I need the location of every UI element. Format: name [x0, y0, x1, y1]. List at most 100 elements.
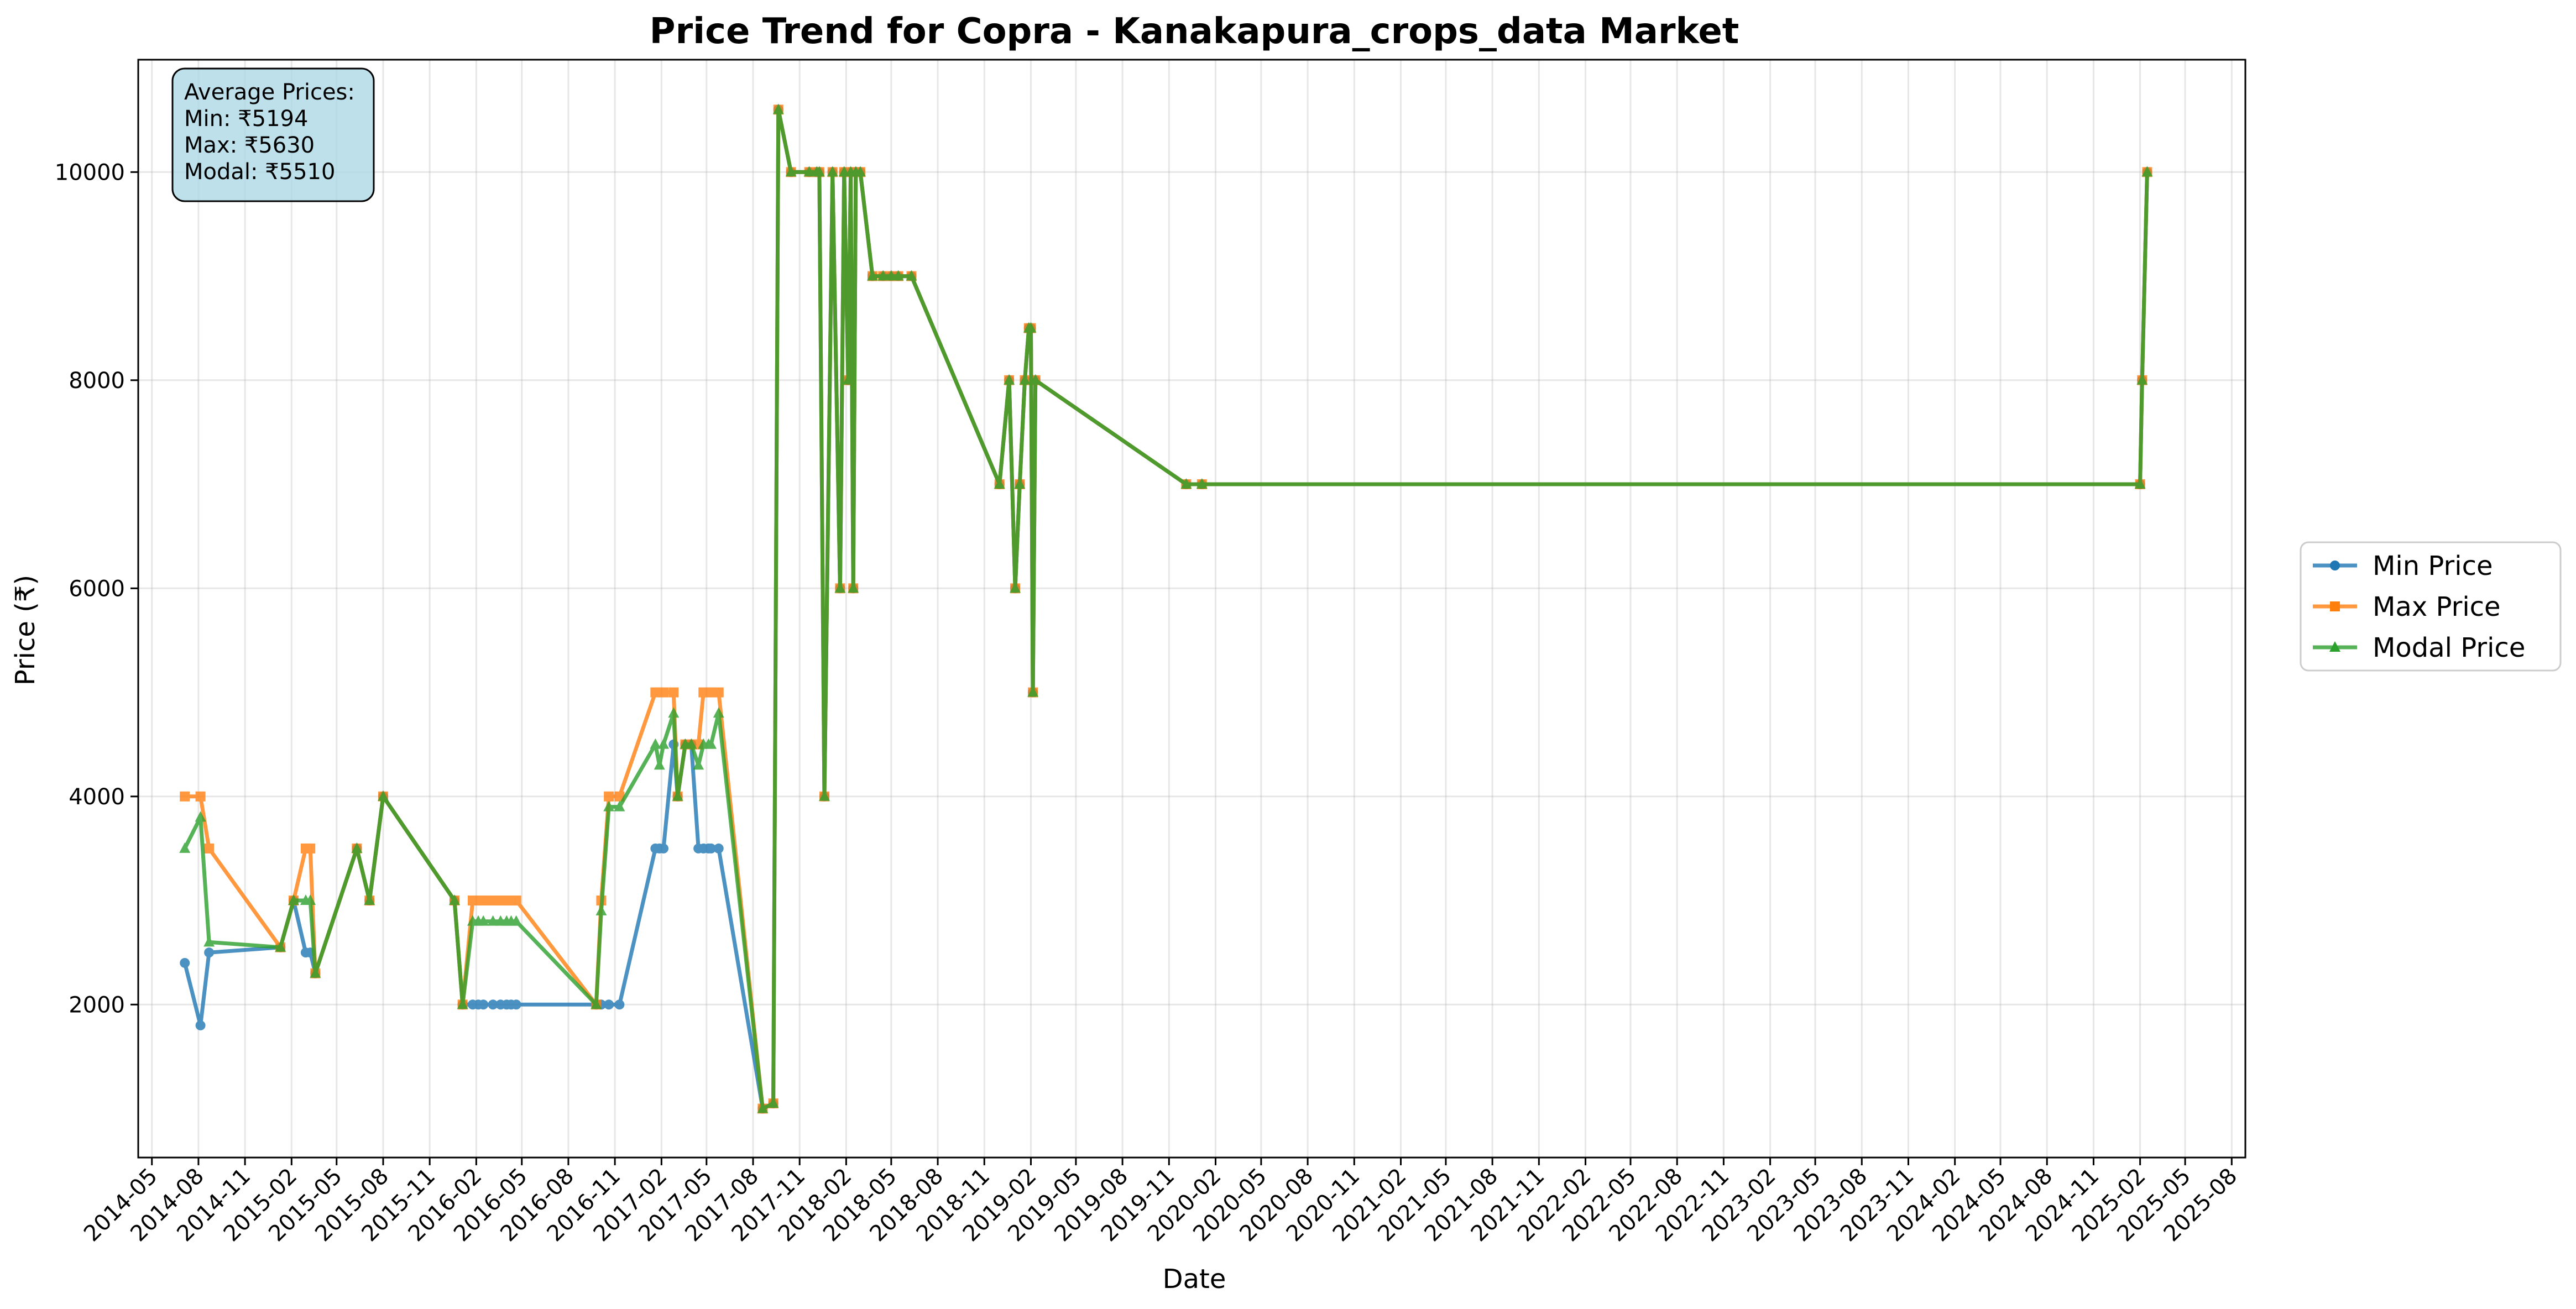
legend-label: Max Price — [2373, 591, 2501, 622]
data-point-modal-price — [668, 707, 680, 718]
data-point-min-price — [180, 957, 190, 968]
data-point-modal-price — [1004, 374, 1015, 385]
data-point-modal-price — [757, 1102, 769, 1113]
data-point-modal-price — [603, 800, 615, 811]
y-tick-label: 2000 — [69, 992, 125, 1018]
legend-entry-max-price: Max Price — [2313, 591, 2501, 622]
data-point-modal-price — [843, 374, 854, 385]
plot-frame — [137, 59, 2246, 1159]
data-point-modal-price — [305, 894, 316, 905]
data-point-max-price — [511, 896, 521, 906]
data-point-modal-price — [885, 270, 897, 281]
data-point-modal-price — [2136, 374, 2148, 385]
data-point-min-price — [478, 999, 489, 1010]
data-point-modal-price — [487, 915, 499, 926]
legend-marker — [2330, 601, 2340, 611]
data-point-max-price — [180, 791, 190, 802]
legend-entry-modal-price: Modal Price — [2313, 632, 2525, 663]
data-point-modal-price — [1014, 478, 1026, 489]
data-point-modal-price — [1027, 686, 1039, 697]
annotation-background — [171, 67, 375, 202]
data-point-modal-price — [834, 582, 846, 593]
legend-entry-min-price: Min Price — [2313, 551, 2493, 582]
data-point-max-price — [604, 791, 614, 802]
data-point-min-price — [659, 843, 669, 854]
data-point-modal-price — [693, 759, 704, 770]
data-point-modal-price — [1019, 374, 1031, 385]
data-point-modal-price — [351, 842, 363, 853]
data-point-modal-price — [510, 915, 522, 926]
data-point-min-price — [204, 947, 215, 958]
data-point-modal-price — [1030, 374, 1041, 385]
data-point-modal-price — [767, 1097, 779, 1108]
data-point-modal-price — [785, 166, 797, 177]
data-point-modal-price — [1025, 322, 1037, 333]
data-point-max-price — [478, 896, 489, 906]
data-point-min-price — [706, 843, 717, 854]
data-point-max-price — [305, 843, 316, 854]
data-point-modal-price — [449, 894, 461, 905]
data-point-modal-price — [892, 270, 904, 281]
data-point-modal-price — [658, 738, 670, 749]
data-point-modal-price — [377, 790, 389, 801]
data-point-modal-price — [906, 270, 917, 281]
series-modal-price — [179, 103, 2153, 1113]
data-point-modal-price — [650, 738, 661, 749]
data-point-modal-price — [827, 166, 838, 177]
data-point-modal-price — [478, 915, 489, 926]
data-point-modal-price — [1196, 478, 1208, 489]
data-point-modal-price — [2141, 166, 2153, 177]
series-line-modal-price — [183, 107, 2149, 1111]
data-point-modal-price — [288, 894, 299, 905]
annotation-line: Modal: ₹5510 — [184, 159, 335, 185]
data-point-modal-price — [848, 582, 859, 593]
data-point-modal-price — [772, 103, 784, 114]
data-point-max-price — [668, 687, 679, 698]
data-point-max-price — [488, 896, 498, 906]
y-tick-label: 10000 — [55, 160, 125, 185]
data-point-min-price — [195, 1020, 206, 1030]
data-point-min-price — [614, 999, 625, 1010]
data-point-modal-price — [654, 759, 665, 770]
data-point-modal-price — [614, 800, 625, 811]
data-point-modal-price — [457, 998, 468, 1009]
data-point-max-price — [706, 687, 717, 698]
data-point-modal-price — [179, 842, 191, 853]
data-point-modal-price — [713, 707, 724, 718]
data-point-min-price — [488, 999, 498, 1010]
data-point-modal-price — [866, 270, 878, 281]
data-point-modal-price — [803, 166, 815, 177]
data-point-modal-price — [591, 998, 602, 1009]
average-prices-annotation: Average Prices: Min: ₹5194 Max: ₹5630 Mo… — [171, 67, 375, 202]
legend: Min Price Max Price Modal Price — [2300, 541, 2562, 672]
data-point-max-price — [195, 791, 206, 802]
legend-label: Modal Price — [2373, 632, 2525, 663]
data-point-max-price — [659, 687, 669, 698]
data-point-modal-price — [813, 166, 825, 177]
data-point-modal-price — [1010, 582, 1021, 593]
data-point-modal-price — [672, 790, 683, 801]
data-point-modal-price — [195, 811, 206, 822]
data-point-modal-price — [2134, 478, 2146, 489]
data-point-modal-price — [706, 738, 717, 749]
data-point-modal-price — [855, 166, 866, 177]
annotation-line: Min: ₹5194 — [184, 106, 308, 132]
data-point-max-price — [713, 687, 724, 698]
y-tick-label: 6000 — [69, 576, 125, 601]
data-point-modal-price — [877, 270, 889, 281]
data-point-modal-price — [686, 738, 697, 749]
x-axis-label: Date — [1163, 1264, 1226, 1295]
legend-marker — [2329, 641, 2340, 652]
data-point-max-price — [204, 843, 215, 854]
y-axis-ticks: 2000 4000 6000 8000 10000 — [55, 160, 138, 1018]
data-point-min-price — [511, 999, 521, 1010]
data-point-modal-price — [1180, 478, 1192, 489]
chart-title: Price Trend for Copra - Kanakapura_crops… — [650, 11, 1739, 52]
legend-label: Min Price — [2373, 551, 2493, 582]
data-point-min-price — [604, 999, 614, 1010]
legend-frame — [2300, 541, 2562, 672]
data-point-modal-price — [275, 941, 286, 952]
data-point-modal-price — [994, 478, 1005, 489]
